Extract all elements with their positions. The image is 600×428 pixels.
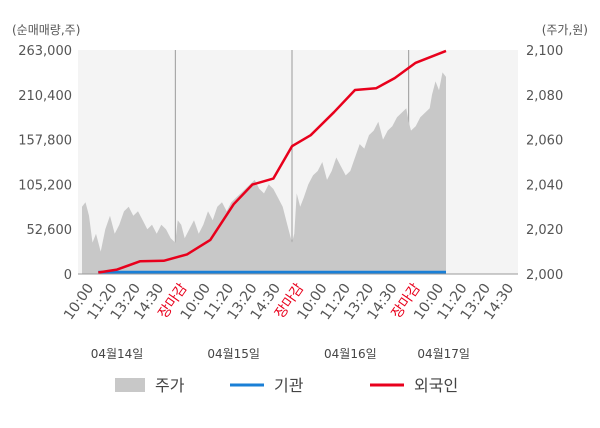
legend: 주가 기관 외국인 (115, 376, 458, 395)
series-line-foreign (98, 49, 447, 274)
left-unit-label: (순매매량,주) (12, 23, 80, 37)
legend-label: 주가 (155, 376, 185, 395)
right-axis-tick-label: 2,040 (526, 178, 563, 193)
date-label: 04월16일 (324, 347, 377, 361)
date-label: 04월17일 (417, 347, 470, 361)
date-label: 04월15일 (207, 347, 260, 361)
left-axis-tick-label: 263,000 (18, 44, 72, 59)
left-axis-tick-label: 157,800 (18, 134, 72, 149)
right-unit-label: (주가,원) (542, 23, 588, 37)
legend-item: 주가 (115, 376, 185, 395)
right-axis-tick-label: 2,020 (526, 223, 563, 238)
legend-item: 기관 (230, 376, 304, 395)
series-area-price (82, 72, 446, 275)
right-axis-tick-label: 2,000 (526, 268, 563, 283)
left-axis-tick-label: 52,600 (27, 223, 73, 238)
series-layer (82, 49, 447, 275)
left-axis-tick-label: 105,200 (18, 178, 72, 193)
left-axis-tick-label: 210,400 (18, 89, 72, 104)
right-axis-tick-label: 2,100 (526, 44, 563, 59)
date-label: 04월14일 (91, 347, 144, 361)
legend-swatch (115, 378, 145, 392)
right-axis-tick-label: 2,080 (526, 89, 563, 104)
legend-item: 외국인 (370, 376, 458, 395)
legend-label: 기관 (274, 376, 304, 395)
right-axis-tick-label: 2,060 (526, 134, 563, 149)
legend-label: 외국인 (414, 376, 458, 395)
left-axis-tick-label: 0 (64, 268, 72, 283)
